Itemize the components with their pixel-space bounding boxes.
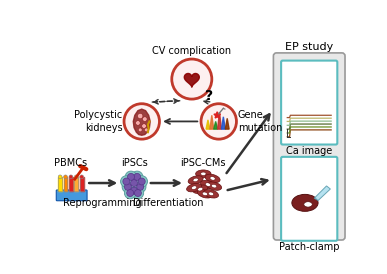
Circle shape — [137, 113, 143, 119]
FancyArrowPatch shape — [151, 180, 179, 186]
Circle shape — [142, 117, 147, 121]
Ellipse shape — [200, 172, 206, 176]
Text: iPSC-CMs: iPSC-CMs — [181, 158, 226, 168]
Ellipse shape — [196, 170, 211, 178]
Ellipse shape — [205, 174, 220, 183]
Ellipse shape — [209, 192, 214, 196]
Ellipse shape — [187, 183, 202, 192]
Polygon shape — [214, 121, 217, 129]
Ellipse shape — [197, 190, 212, 198]
Circle shape — [136, 176, 147, 187]
Circle shape — [122, 181, 134, 193]
Circle shape — [124, 183, 131, 190]
Circle shape — [134, 190, 141, 196]
Ellipse shape — [304, 202, 312, 207]
Circle shape — [142, 124, 146, 128]
Circle shape — [74, 175, 78, 179]
Text: Reprogramming: Reprogramming — [63, 198, 142, 208]
Circle shape — [128, 185, 140, 196]
Circle shape — [123, 178, 130, 185]
Ellipse shape — [188, 176, 203, 184]
Text: Ca image: Ca image — [286, 146, 332, 156]
Polygon shape — [80, 177, 84, 191]
Circle shape — [201, 104, 236, 139]
Circle shape — [63, 175, 67, 179]
Circle shape — [124, 104, 159, 139]
Polygon shape — [74, 177, 78, 191]
Text: ?: ? — [205, 89, 213, 103]
Polygon shape — [69, 177, 73, 191]
Text: Polycystic
kidneys: Polycystic kidneys — [74, 110, 123, 133]
FancyArrowPatch shape — [89, 180, 115, 186]
Circle shape — [144, 128, 148, 132]
Ellipse shape — [207, 182, 222, 190]
Text: iPSCs: iPSCs — [121, 158, 147, 168]
Text: PBMCs: PBMCs — [54, 158, 87, 168]
Circle shape — [135, 121, 140, 125]
Text: CV complication: CV complication — [152, 46, 231, 56]
Ellipse shape — [205, 183, 211, 186]
FancyArrowPatch shape — [204, 99, 210, 104]
Polygon shape — [225, 118, 229, 129]
Ellipse shape — [193, 185, 208, 193]
Circle shape — [131, 171, 143, 183]
Circle shape — [127, 190, 134, 196]
FancyArrowPatch shape — [165, 119, 197, 124]
Polygon shape — [314, 186, 330, 201]
Ellipse shape — [198, 187, 203, 191]
Polygon shape — [63, 177, 67, 191]
Circle shape — [125, 171, 137, 183]
Polygon shape — [206, 120, 210, 129]
Polygon shape — [58, 177, 62, 191]
Circle shape — [127, 173, 134, 180]
Ellipse shape — [210, 177, 215, 180]
Circle shape — [128, 177, 140, 189]
FancyArrowPatch shape — [152, 99, 178, 103]
Ellipse shape — [292, 194, 318, 211]
Circle shape — [134, 181, 146, 193]
Circle shape — [138, 128, 142, 132]
Circle shape — [58, 175, 62, 179]
FancyArrowPatch shape — [154, 99, 180, 104]
Circle shape — [172, 59, 212, 99]
FancyBboxPatch shape — [281, 157, 337, 241]
Circle shape — [124, 187, 136, 199]
FancyArrowPatch shape — [228, 179, 267, 190]
Ellipse shape — [204, 190, 219, 198]
Circle shape — [137, 183, 144, 190]
Circle shape — [130, 179, 137, 187]
Polygon shape — [217, 112, 221, 129]
Circle shape — [134, 173, 140, 180]
Polygon shape — [214, 112, 221, 118]
Ellipse shape — [200, 180, 216, 189]
Circle shape — [69, 175, 73, 179]
Text: Differentiation: Differentiation — [134, 198, 204, 208]
FancyBboxPatch shape — [273, 53, 345, 240]
Text: Patch-clamp: Patch-clamp — [279, 242, 339, 252]
Ellipse shape — [202, 192, 207, 196]
Ellipse shape — [193, 178, 198, 182]
FancyBboxPatch shape — [56, 190, 87, 201]
Circle shape — [132, 187, 144, 199]
Polygon shape — [221, 117, 225, 129]
Circle shape — [130, 187, 137, 194]
Ellipse shape — [192, 186, 197, 189]
FancyArrowPatch shape — [226, 114, 269, 173]
Text: EP study: EP study — [285, 42, 333, 52]
Ellipse shape — [211, 184, 217, 188]
Circle shape — [121, 176, 132, 187]
FancyBboxPatch shape — [281, 61, 337, 144]
Circle shape — [138, 178, 145, 185]
Polygon shape — [210, 115, 214, 129]
Polygon shape — [133, 109, 150, 135]
Text: Gene
mutation: Gene mutation — [238, 110, 283, 133]
Polygon shape — [184, 73, 199, 87]
Circle shape — [80, 175, 84, 179]
